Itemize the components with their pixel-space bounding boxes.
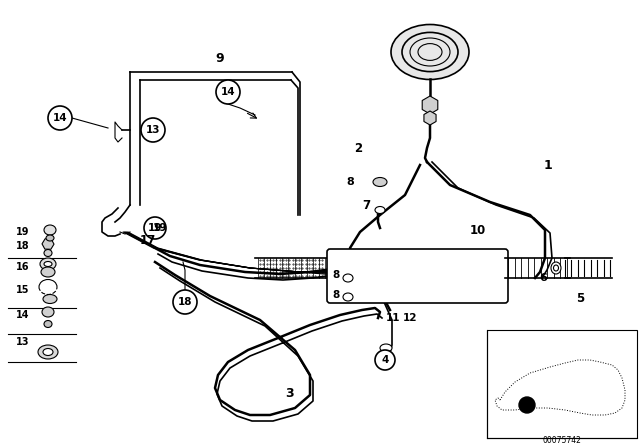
Text: 16: 16 (16, 262, 29, 272)
Text: 14: 14 (221, 87, 236, 97)
Ellipse shape (343, 293, 353, 301)
Text: 15: 15 (16, 285, 29, 295)
Text: 13: 13 (16, 337, 29, 347)
Ellipse shape (375, 207, 385, 214)
Text: 4: 4 (381, 355, 388, 365)
Ellipse shape (43, 349, 53, 356)
Circle shape (519, 397, 535, 413)
Text: 18: 18 (16, 241, 29, 251)
Text: 8: 8 (332, 270, 340, 280)
Text: 2: 2 (354, 142, 362, 155)
Text: 8: 8 (332, 290, 340, 300)
Text: 00075742: 00075742 (543, 435, 581, 444)
Text: 19: 19 (16, 227, 29, 237)
Text: 1: 1 (543, 159, 552, 172)
Ellipse shape (391, 25, 469, 79)
Ellipse shape (41, 267, 55, 277)
Ellipse shape (43, 294, 57, 303)
Text: 3: 3 (285, 387, 294, 400)
Ellipse shape (40, 258, 56, 270)
Circle shape (375, 350, 395, 370)
Circle shape (144, 217, 166, 239)
Text: 6: 6 (539, 273, 547, 283)
Circle shape (141, 118, 165, 142)
Ellipse shape (44, 225, 56, 235)
Text: 5: 5 (576, 292, 584, 305)
Text: 19: 19 (153, 223, 167, 233)
Ellipse shape (44, 262, 52, 267)
Ellipse shape (46, 235, 54, 241)
Ellipse shape (551, 262, 561, 274)
Ellipse shape (44, 320, 52, 327)
Ellipse shape (380, 344, 392, 352)
Text: 9: 9 (216, 52, 224, 65)
Text: 14: 14 (52, 113, 67, 123)
Text: 7: 7 (362, 198, 370, 211)
Text: 14: 14 (16, 310, 29, 320)
Ellipse shape (373, 177, 387, 186)
Ellipse shape (44, 250, 52, 257)
Text: 17: 17 (140, 233, 156, 246)
Text: 11: 11 (386, 313, 400, 323)
Text: 8: 8 (346, 177, 354, 187)
Circle shape (216, 80, 240, 104)
Circle shape (173, 290, 197, 314)
Text: 19: 19 (148, 223, 162, 233)
Text: 13: 13 (146, 125, 160, 135)
Text: 18: 18 (178, 297, 192, 307)
Text: 10: 10 (470, 224, 486, 237)
Ellipse shape (343, 274, 353, 282)
Circle shape (48, 106, 72, 130)
Bar (487, 330, 637, 438)
FancyBboxPatch shape (327, 249, 508, 303)
Ellipse shape (38, 345, 58, 359)
Text: 12: 12 (403, 313, 417, 323)
Ellipse shape (42, 307, 54, 317)
